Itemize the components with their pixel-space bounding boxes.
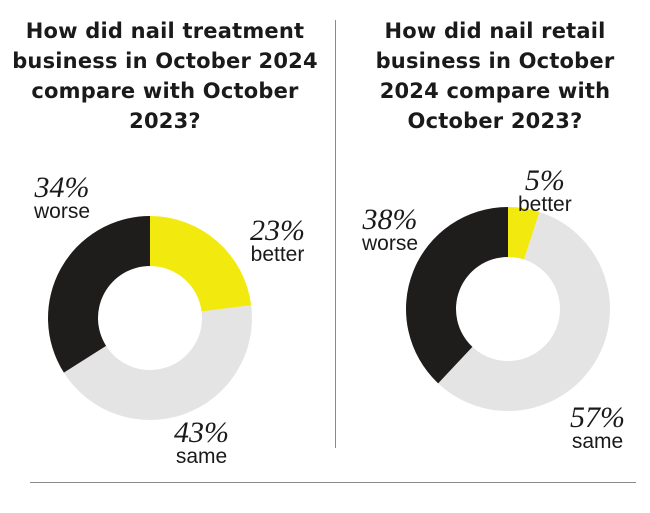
- donut-slice-better: [508, 207, 540, 260]
- slice-percent: 5%: [524, 164, 565, 197]
- slice-category: same: [571, 430, 624, 453]
- slice-label-worse: 38% worse: [362, 203, 419, 255]
- chart-panel-retail: How did nail retail business in October …: [340, 0, 650, 470]
- slice-label-same: 43% same: [174, 416, 229, 468]
- vertical-divider: [335, 20, 336, 448]
- slice-percent: 23%: [250, 214, 305, 247]
- slice-label-same: 57% same: [570, 401, 625, 453]
- donut-slice-same: [438, 211, 610, 411]
- slice-label-worse: 34% worse: [34, 171, 91, 223]
- donut-slice-better: [150, 216, 252, 312]
- slice-percent: 34%: [34, 171, 90, 204]
- slice-label-better: 23% better: [250, 214, 305, 266]
- chart-panel-treatment: How did nail treatment business in Octob…: [0, 0, 330, 470]
- slice-category: better: [250, 243, 305, 266]
- slice-percent: 57%: [570, 401, 625, 434]
- chart-title: How did nail retail business in October …: [375, 19, 615, 133]
- donut-slice-same: [63, 305, 252, 421]
- slice-percent: 38%: [362, 203, 418, 236]
- donut-slice-worse: [48, 216, 150, 373]
- slice-label-better: 5% better: [518, 164, 572, 216]
- slice-category: worse: [362, 232, 419, 255]
- donut-chart: [406, 207, 610, 411]
- slice-category: worse: [34, 200, 91, 223]
- footer-rule: [30, 482, 636, 483]
- chart-title: How did nail treatment business in Octob…: [12, 19, 318, 133]
- slice-percent: 43%: [174, 416, 229, 449]
- donut-chart: [48, 216, 252, 421]
- donut-slice-worse: [406, 207, 508, 384]
- slice-category: same: [175, 445, 228, 468]
- slice-category: better: [518, 193, 572, 216]
